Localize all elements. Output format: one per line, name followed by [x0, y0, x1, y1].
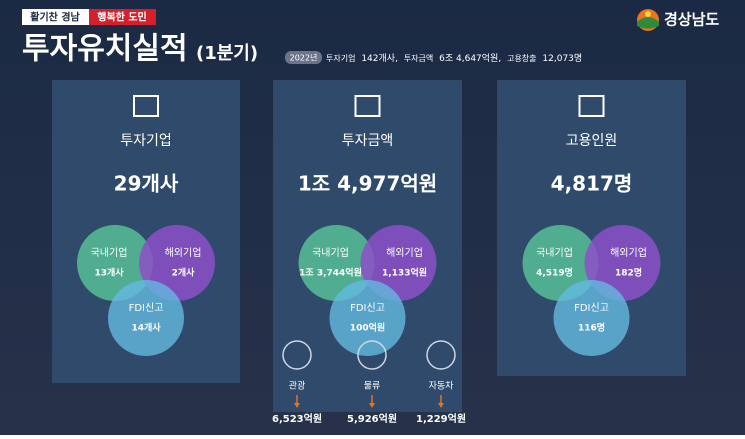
venn-label: FDI신고	[574, 302, 609, 314]
card-total: 1조 4,977억원	[298, 172, 437, 196]
card-icon	[354, 95, 381, 117]
venn-label: 해외기업	[610, 246, 647, 259]
venn-label: 해외기업	[386, 246, 423, 259]
sector-icon	[357, 340, 387, 370]
venn-label: 해외기업	[165, 246, 202, 259]
card-title: 투자금액	[342, 133, 394, 149]
summary-value: 12,073명	[542, 53, 582, 64]
venn-value: 13개사	[94, 267, 124, 279]
venn-value: 1,133억원	[382, 267, 427, 279]
sectors: 관광 6,523억원 물류 5,926억원 자동차 1,229억원	[272, 340, 466, 425]
sector-value: 1,229억원	[416, 412, 466, 425]
summary-value: 6조 4,647억원,	[439, 52, 501, 64]
tag-box	[89, 9, 156, 25]
card-total: 4,817명	[551, 172, 633, 196]
card-icon	[133, 95, 159, 117]
venn-value: 182명	[615, 267, 642, 279]
card-title: 투자기업	[120, 133, 172, 149]
venn-circle	[329, 280, 406, 356]
summary-value: 142개사,	[361, 53, 398, 64]
sector-value: 6,523억원	[272, 412, 322, 425]
tag: 활기찬 경남	[30, 11, 80, 24]
sector-label: 물류	[364, 381, 381, 392]
venn-circle	[108, 280, 184, 356]
venn-label: 국내기업	[91, 246, 128, 259]
summary-label: 고용창출	[507, 53, 536, 63]
venn-label: FDI신고	[350, 302, 385, 314]
logo	[637, 9, 659, 31]
year-badge-text: 2022년	[290, 53, 318, 63]
venn-circle	[553, 280, 630, 356]
summary-label: 투자기업	[326, 54, 355, 63]
venn-value: 2개사	[172, 267, 196, 279]
sector-arrowhead	[294, 403, 300, 408]
sector-arrowhead	[369, 403, 375, 408]
sector-label: 자동차	[429, 380, 455, 392]
venn-label: FDI신고	[129, 302, 164, 314]
card-total: 29개사	[114, 172, 179, 196]
summary-label: 투자금액	[404, 53, 433, 63]
card-title: 고용인원	[566, 133, 618, 149]
venn-label: 국내기업	[312, 246, 349, 259]
venn-value: 116명	[578, 322, 605, 334]
logo-text: 경상남도	[664, 11, 719, 29]
sector-arrowhead	[438, 403, 444, 408]
sector-icon	[426, 340, 456, 370]
card-icon	[578, 95, 605, 117]
venn-value: 100억원	[350, 322, 385, 334]
sector-icon	[282, 340, 312, 370]
title-suffix: (1분기)	[196, 43, 258, 64]
venn-value: 4,519명	[536, 267, 573, 279]
venn-value: 14개사	[131, 322, 161, 334]
sector-label: 관광	[289, 380, 306, 392]
year-badge	[285, 51, 322, 64]
sector-value: 5,926억원	[347, 412, 397, 425]
title: 투자유치실적	[22, 32, 188, 67]
tag-box	[22, 9, 89, 25]
venn-label: 국내기업	[536, 246, 573, 259]
summary: 투자기업 142개사, 투자금액 6조 4,647억원, 고용창출 12,073…	[326, 52, 582, 64]
venn-value: 1조 3,744억원	[299, 267, 362, 279]
tag: 행복한 도민	[97, 11, 146, 24]
